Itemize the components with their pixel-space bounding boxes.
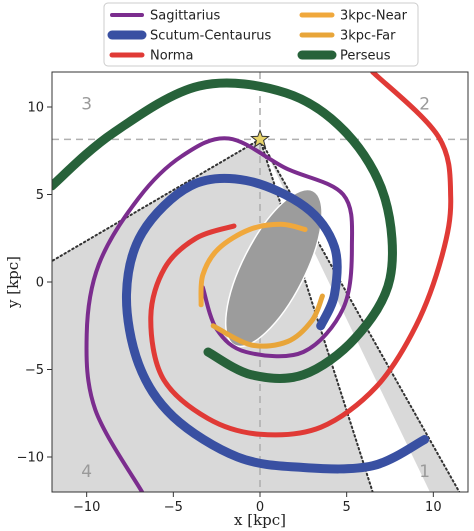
quadrant-label-1: 1: [419, 462, 430, 482]
x-tick-label: 5: [343, 500, 351, 515]
y-tick-label: 5: [36, 188, 44, 203]
quadrant-label-3: 3: [81, 95, 92, 115]
sightline-1: [52, 138, 261, 262]
axes: −10 −5 0 5 10 −10 −5 0 5 10: [17, 101, 442, 516]
quadrant-label-2: 2: [419, 95, 430, 115]
sun-star-marker: [250, 128, 270, 148]
legend-label: Norma: [150, 49, 193, 64]
legend: Sagittarius Scutum-Centaurus Norma 3kpc-Nea…: [103, 2, 419, 67]
arm-3kpc-near: [198, 221, 308, 308]
legend-label: Sagittarius: [150, 9, 220, 24]
arm-scutum-centaurus: [121, 173, 430, 474]
arm-perseus: [52, 78, 397, 383]
legend-label: 3kpc-Near: [340, 9, 408, 24]
legend-label: 3kpc-Far: [340, 29, 396, 44]
arm-norma: [148, 72, 454, 438]
arm-3kpc-far: [210, 293, 325, 349]
x-tick-label: −5: [164, 500, 183, 515]
legend-box: [103, 2, 419, 67]
legend-label: Scutum-Centaurus: [150, 29, 272, 44]
y-axis-label: y [kpc]: [4, 256, 22, 309]
x-axis-label: x [kpc]: [234, 511, 286, 529]
quadrant-label-4: 4: [81, 462, 92, 482]
x-tick-label: −10: [73, 500, 100, 515]
x-tick-label: 10: [425, 500, 442, 515]
y-tick-label: 10: [27, 101, 44, 116]
y-tick-label: −5: [25, 363, 44, 378]
plot-area: 1 2 3 4: [52, 72, 468, 492]
y-tick-label: −10: [17, 451, 44, 466]
x-tick-label: 0: [256, 500, 264, 515]
legend-label: Perseus: [340, 49, 391, 64]
arm-sagittarius: [84, 136, 355, 492]
y-tick-label: 0: [36, 276, 44, 291]
